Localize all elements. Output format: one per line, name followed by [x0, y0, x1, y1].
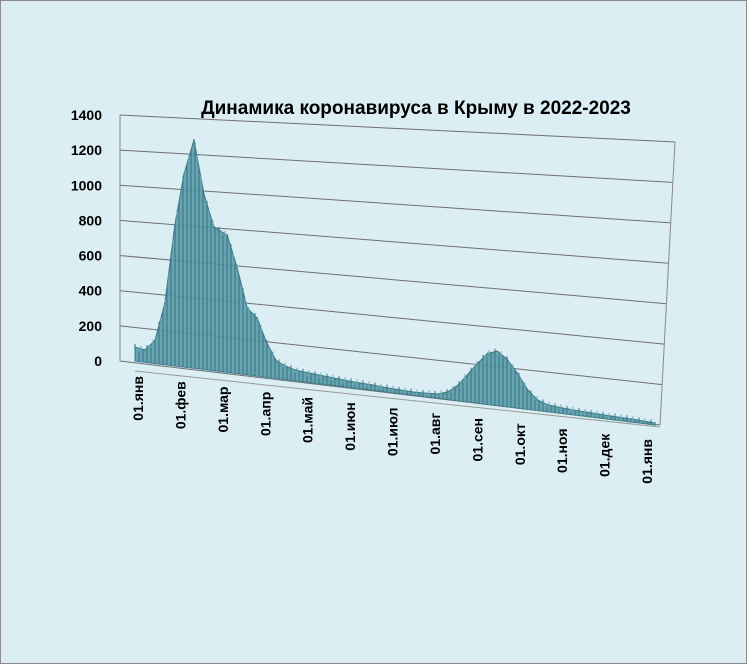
data-point [203, 192, 205, 195]
data-point [193, 139, 195, 141]
data-point [295, 369, 298, 372]
right-wall-line [659, 141, 676, 426]
y-axis: 0 200 400 600 800 1000 1200 1400 [71, 107, 102, 369]
data-point [630, 418, 633, 420]
x-tick-label: 01.июн [342, 402, 358, 450]
data-point [370, 384, 373, 386]
x-tick-label: 01.сен [469, 418, 485, 462]
data-point [275, 360, 278, 362]
data-point [134, 346, 136, 348]
y-tick-label: 600 [79, 248, 103, 264]
x-tick-label: 01.янв [639, 439, 655, 484]
data-point [265, 341, 268, 343]
data-point [610, 415, 613, 417]
chart-title: Динамика коронавируса в Крыму в 2022-202… [201, 98, 631, 119]
data-point [256, 317, 258, 319]
x-tick-label: 01.дек [597, 433, 613, 477]
data-point [305, 371, 308, 374]
data-point [154, 339, 156, 342]
y-tick-label: 1000 [71, 177, 102, 193]
data-point [226, 234, 229, 237]
data-point [527, 389, 529, 391]
data-point [246, 307, 249, 309]
data-point [394, 388, 396, 390]
y-tick-label: 400 [79, 283, 103, 299]
data-point [285, 365, 288, 368]
data-point [437, 393, 440, 395]
data-point [536, 399, 539, 401]
data-point [236, 267, 239, 269]
x-tick-label: 01.фев [172, 381, 188, 429]
x-tick-label: 01.авг [427, 413, 443, 455]
x-tick-label: 01.апр [257, 392, 273, 436]
data-point [457, 384, 460, 386]
data-point [477, 362, 479, 364]
data-point [506, 358, 509, 361]
data-point [496, 350, 499, 352]
data-point [587, 411, 590, 414]
grid-line [119, 184, 671, 224]
x-tick-label: 01.ноя [554, 429, 570, 473]
y-tick-label: 1400 [71, 107, 102, 123]
plot-area [134, 139, 656, 426]
y-tick-label: 0 [94, 353, 102, 369]
data-point [486, 352, 489, 355]
data-point [183, 172, 185, 175]
data-point [164, 302, 166, 304]
grid-line [119, 149, 673, 183]
data-point [546, 403, 549, 406]
y-tick-label: 1200 [71, 142, 102, 158]
x-tick-label: 01.окт [512, 423, 528, 465]
data-point [567, 408, 570, 410]
data-point [467, 373, 469, 375]
data-point [414, 391, 416, 394]
data-point [654, 422, 656, 424]
y-tick-label: 800 [79, 212, 103, 228]
x-tick-label: 01.мар [215, 387, 231, 433]
x-tick-label: 01.июл [385, 408, 401, 457]
data-point [516, 372, 518, 374]
data-point [144, 349, 146, 351]
data-point [350, 380, 353, 383]
y-tick-label: 200 [79, 318, 103, 334]
grid-line [119, 114, 676, 143]
data-point [213, 225, 215, 228]
x-tick-label: 01.янв [130, 376, 146, 421]
floor-line [134, 370, 661, 428]
x-tick-label: 01.май [300, 397, 316, 443]
data-point [173, 224, 176, 227]
data-point [447, 390, 450, 393]
x-axis: 01.янв 01.фев 01.мар 01.апр 01.май 01.июн 01.и… [130, 376, 655, 484]
data-point [327, 376, 330, 378]
